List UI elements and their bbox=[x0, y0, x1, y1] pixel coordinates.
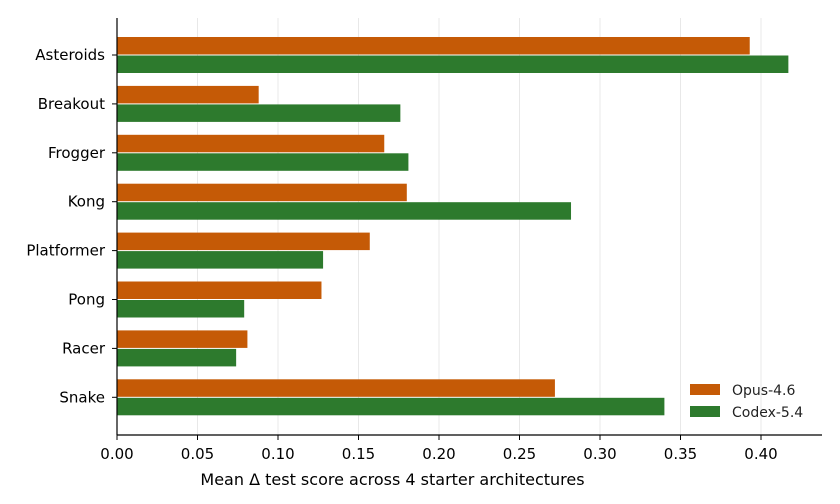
bar-codex-5-4-racer bbox=[117, 348, 237, 367]
bar-opus-4-6-pong bbox=[117, 281, 322, 299]
y-tick-label: Breakout bbox=[38, 95, 105, 113]
y-tick-label: Platformer bbox=[26, 242, 105, 260]
bar-codex-5-4-snake bbox=[117, 397, 665, 416]
x-tick-label: 0.15 bbox=[342, 445, 375, 463]
legend-swatch-1 bbox=[690, 406, 720, 417]
x-tick-label: 0.30 bbox=[583, 445, 616, 463]
y-tick-label: Racer bbox=[62, 339, 106, 357]
x-tick-label: 0.40 bbox=[744, 445, 777, 463]
bar-opus-4-6-kong bbox=[117, 183, 407, 202]
bars bbox=[117, 37, 789, 416]
ticks: 0.00 0.05 0.10 0.15 0.20 0.25 0.30 0.35 0.40 Aste… bbox=[26, 46, 777, 463]
x-tick-label: 0.00 bbox=[100, 445, 133, 463]
bar-codex-5-4-kong bbox=[117, 202, 572, 220]
grid bbox=[116, 18, 762, 435]
bar-opus-4-6-asteroids bbox=[117, 37, 750, 55]
y-tick-label: Kong bbox=[68, 193, 105, 211]
y-tick-label: Asteroids bbox=[35, 46, 105, 64]
bar-opus-4-6-frogger bbox=[117, 134, 385, 153]
bar-opus-4-6-platformer bbox=[117, 232, 370, 251]
x-tick-label: 0.10 bbox=[261, 445, 294, 463]
axes bbox=[116, 18, 822, 436]
x-axis-label: Mean Δ test score across 4 starter archi… bbox=[200, 470, 584, 489]
x-tick-label: 0.20 bbox=[422, 445, 455, 463]
legend: Opus-4.6 Codex-5.4 bbox=[690, 383, 803, 421]
bar-codex-5-4-asteroids bbox=[117, 55, 789, 73]
legend-label-0: Opus-4.6 bbox=[732, 383, 795, 399]
bar-opus-4-6-racer bbox=[117, 330, 248, 348]
x-tick-label: 0.25 bbox=[503, 445, 536, 463]
x-tick-label: 0.05 bbox=[181, 445, 214, 463]
legend-label-1: Codex-5.4 bbox=[732, 405, 803, 421]
y-tick-label: Snake bbox=[59, 388, 105, 406]
bar-codex-5-4-pong bbox=[117, 300, 245, 318]
bar-codex-5-4-frogger bbox=[117, 153, 409, 171]
legend-swatch-0 bbox=[690, 384, 720, 395]
y-tick-label: Frogger bbox=[48, 144, 106, 162]
bar-opus-4-6-snake bbox=[117, 379, 555, 397]
x-tick-label: 0.35 bbox=[664, 445, 697, 463]
y-tick-label: Pong bbox=[68, 291, 105, 309]
bar-codex-5-4-platformer bbox=[117, 251, 324, 269]
bar-codex-5-4-breakout bbox=[117, 104, 401, 122]
bar-opus-4-6-breakout bbox=[117, 85, 259, 104]
